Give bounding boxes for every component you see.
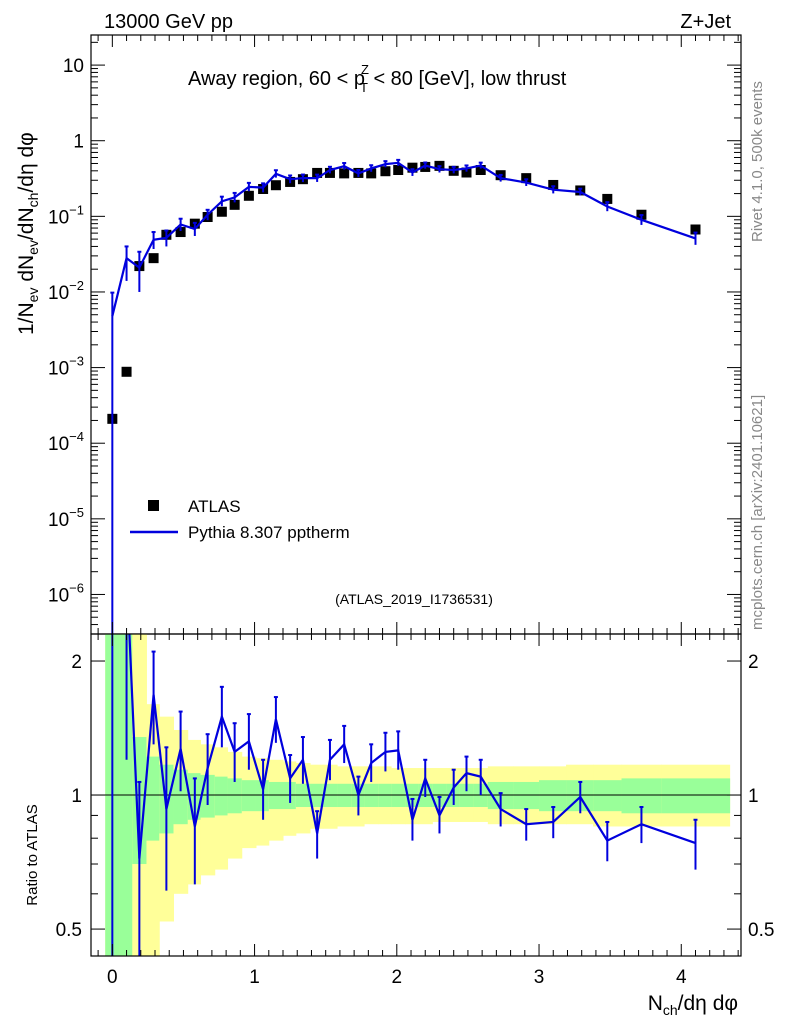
tick-exponent: −3 (69, 354, 84, 369)
analysis-annotation: (ATLAS_2019_I1736531) (335, 591, 493, 607)
ratio-y-axis-label: Ratio to ATLAS (24, 804, 41, 905)
atlas-point (148, 253, 159, 264)
ratio-panel: 0 1 2 3 4 0.5 0.5 1 1 2 2 (56, 633, 774, 988)
mcplots-label: mcplots.cern.ch [arXiv:2401.10621] (749, 395, 766, 630)
pythia-line (111, 161, 696, 317)
ratio-y-tick-label-right: 0.5 (748, 920, 774, 941)
atlas-point (548, 179, 559, 190)
main-y-tick-label: 10−2 (48, 278, 84, 304)
x-axis-label: Nch/dη dφ (648, 992, 738, 1018)
inner-band-bin (214, 776, 229, 816)
x-tick-label: 0 (107, 967, 118, 988)
tick-base: 10 (48, 283, 69, 304)
tick-exponent: −5 (69, 505, 84, 520)
main-y-tick-label: 10−3 (48, 354, 84, 380)
legend-atlas-marker (148, 500, 159, 511)
atlas-point (175, 227, 186, 238)
title-sup: Z (361, 62, 369, 77)
title-pre: Away region, 60 < p (188, 68, 365, 90)
atlas-point (121, 366, 132, 377)
inner-band-bin (241, 780, 257, 812)
main-data (107, 158, 701, 634)
atlas-point (521, 173, 532, 184)
ratio-y-tick-label-right: 2 (748, 652, 759, 673)
atlas-point (243, 190, 254, 201)
tick-base: 1 (73, 132, 84, 153)
atlas-point (229, 199, 240, 210)
main-frame (90, 34, 742, 635)
atlas-point (475, 164, 486, 175)
tick-base: 10 (48, 585, 69, 606)
ratio-y-tick-label: 0.5 (56, 920, 82, 941)
ratio-y-tick-label: 2 (71, 652, 82, 673)
main-y-axis-label: 1/Nev dNev/dNch/dη dφ (15, 132, 41, 335)
process-label: Z+Jet (680, 11, 731, 33)
ratio-y-tick-label-right: 1 (748, 786, 759, 807)
atlas-point (216, 206, 227, 217)
main-y-tick-label: 10−1 (48, 202, 84, 228)
legend-pythia-label: Pythia 8.307 pptherm (188, 523, 350, 542)
atlas-point (690, 224, 701, 235)
x-tick-label: 1 (249, 967, 260, 988)
x-tick-label: 2 (392, 967, 403, 988)
inner-band-bin (173, 769, 189, 825)
tick-exponent: −2 (69, 278, 84, 293)
plot-title: Away region, 60 < pZ T < 80 [GeV], low th… (188, 62, 567, 95)
tick-base: 10 (48, 510, 69, 531)
atlas-point (270, 180, 281, 191)
legend: ATLAS Pythia 8.307 pptherm (130, 497, 350, 542)
tick-exponent: −4 (69, 429, 84, 444)
legend-atlas-label: ATLAS (188, 497, 241, 516)
tick-base: 10 (48, 207, 69, 228)
energy-label: 13000 GeV pp (104, 11, 233, 33)
atlas-point (407, 162, 418, 173)
atlas-point (339, 168, 350, 179)
inner-band-bin (539, 780, 567, 812)
ratio-y-tick-label: 1 (71, 786, 82, 807)
tick-base: 10 (48, 434, 69, 455)
x-tick-label: 4 (676, 967, 687, 988)
atlas-point (380, 166, 391, 177)
atlas-point (366, 168, 377, 179)
atlas-point (393, 164, 404, 175)
main-y-tick-label: 10−6 (48, 580, 84, 606)
inner-band-bin (227, 778, 243, 814)
main-y-tick-label: 10 (63, 56, 84, 77)
title-post: < 80 [GeV], low thrust (368, 68, 567, 90)
rivet-label: Rivet 4.1.0, 500k events (749, 81, 766, 242)
inner-band-bin (593, 780, 623, 812)
atlas-point (602, 193, 613, 204)
ratio-bands (105, 634, 731, 956)
main-y-tick-label: 1 (73, 132, 84, 153)
tick-exponent: −1 (69, 202, 84, 217)
inner-band-bin (146, 756, 160, 841)
ratio-data (111, 634, 698, 956)
x-tick-label: 3 (534, 967, 545, 988)
tick-base: 10 (48, 359, 69, 380)
tick-base: 10 (63, 56, 84, 77)
inner-band-bin (661, 778, 731, 814)
main-y-tick-label: 10−4 (48, 429, 84, 455)
title-sub: T (360, 80, 368, 95)
main-y-tick-label: 10−5 (48, 505, 84, 531)
tick-exponent: −6 (69, 580, 84, 595)
atlas-point (312, 167, 323, 178)
atlas-point (461, 167, 472, 178)
